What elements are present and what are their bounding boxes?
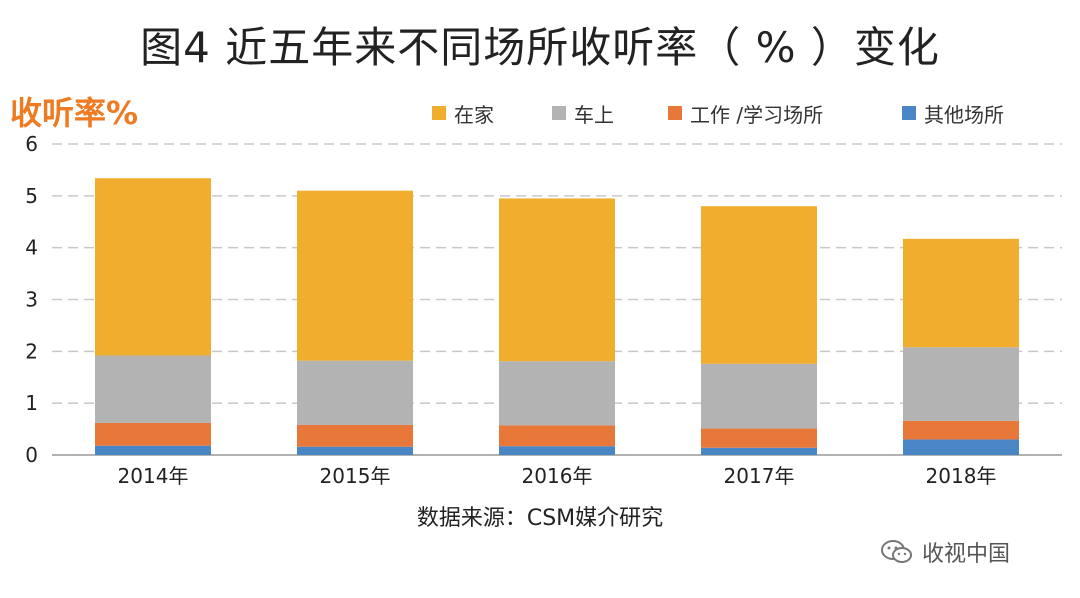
y-tick-label: 2 <box>25 339 38 363</box>
legend-item-work: 工作 /学习场所 <box>668 98 823 128</box>
bar-segment <box>903 347 1019 421</box>
bar-segment <box>903 238 1019 348</box>
chart-title: 图4 近五年来不同场所收听率（ % ）变化 <box>140 23 940 72</box>
bar-segment <box>297 446 413 455</box>
bar-segment <box>95 422 211 446</box>
bar-segment <box>701 447 817 455</box>
legend-swatch-work <box>668 106 682 120</box>
bar-segment <box>297 190 413 361</box>
x-tick-label: 2017年 <box>724 464 795 488</box>
legend-swatch-car <box>552 106 566 120</box>
bar-segment <box>499 425 615 447</box>
watermark-text: 收视中国 <box>922 542 1011 567</box>
bar-segment <box>95 355 211 423</box>
y-tick-label: 4 <box>25 236 38 260</box>
legend-item-home: 在家 <box>432 98 494 128</box>
bar-segment <box>499 446 615 455</box>
x-tick-label: 2018年 <box>926 464 997 488</box>
y-tick-label: 0 <box>25 443 38 467</box>
legend-item-car: 车上 <box>552 98 614 128</box>
y-tick-label: 5 <box>25 184 38 208</box>
legend-item-other: 其他场所 <box>902 98 1004 128</box>
legend-label-work: 工作 /学习场所 <box>690 102 824 127</box>
bar-segment <box>297 424 413 447</box>
bar-segment <box>903 439 1019 455</box>
bar-segment <box>95 445 211 455</box>
legend-swatch-other <box>902 106 916 120</box>
bar-segment <box>903 420 1019 440</box>
bar-segment <box>499 198 615 362</box>
bar-segment <box>701 428 817 448</box>
x-tick-label: 2014年 <box>118 464 189 488</box>
legend-label-other: 其他场所 <box>924 102 1004 127</box>
y-tick-label: 6 <box>25 132 38 156</box>
legend-swatch-home <box>432 106 446 120</box>
bar-segment <box>499 361 615 426</box>
bar-segment <box>95 178 211 356</box>
legend-label-home: 在家 <box>454 102 494 127</box>
watermark: 收视中国 <box>880 534 1010 570</box>
bar-segment <box>297 360 413 425</box>
y-tick-label: 3 <box>25 288 38 312</box>
y-tick-label: 1 <box>25 391 38 415</box>
legend-label-car: 车上 <box>574 102 614 127</box>
source-note: 数据来源：CSM媒介研究 <box>416 506 664 531</box>
wechat-icon <box>881 540 912 563</box>
x-tick-label: 2015年 <box>320 464 391 488</box>
bar-segment <box>701 363 817 429</box>
legend: 在家 车上 工作 /学习场所 其他场所 <box>0 98 1080 128</box>
x-tick-label: 2016年 <box>522 464 593 488</box>
bar-segment <box>701 206 817 364</box>
y-axis-label: 收听率% <box>10 94 139 132</box>
